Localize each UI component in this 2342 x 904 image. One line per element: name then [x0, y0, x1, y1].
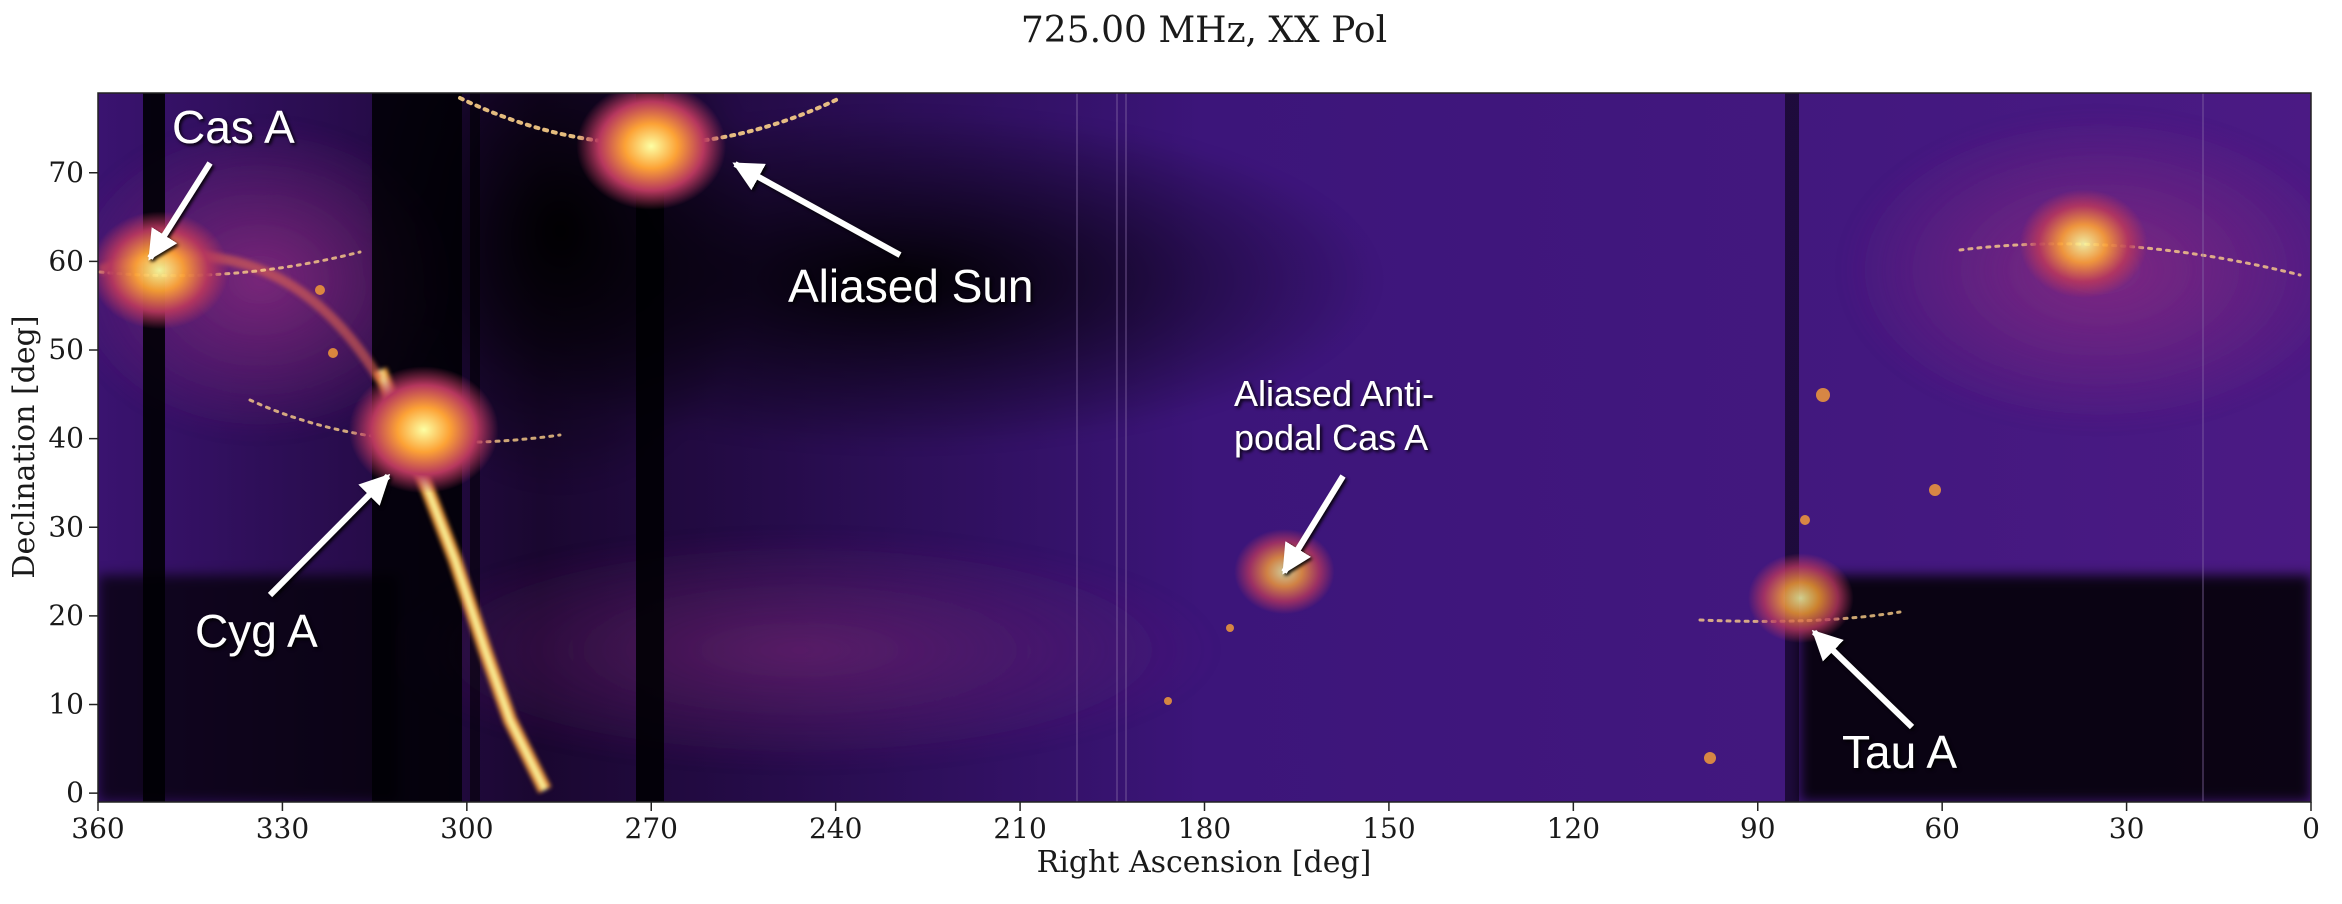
bright-source	[348, 366, 499, 494]
x-tick-label: 60	[1924, 812, 1960, 845]
dark-band-right	[1800, 575, 2311, 802]
chart-title: 725.00 MHz, XX Pol	[1021, 10, 1387, 51]
bright-source	[98, 211, 229, 330]
x-tick-label: 180	[1178, 812, 1231, 845]
cyg-a-label: Cyg A	[195, 605, 318, 657]
y-tick-label: 40	[48, 422, 84, 455]
tau-a-label: Tau A	[1842, 726, 1957, 778]
aliased-sun-arrow	[732, 161, 902, 258]
x-tick-label: 300	[440, 812, 493, 845]
plot-area	[98, 93, 2311, 802]
x-tick-label: 150	[1362, 812, 1415, 845]
cyg-a-arrow	[267, 473, 391, 598]
aliased-antipodal-arrow	[1281, 474, 1346, 575]
y-tick-label: 0	[66, 776, 84, 809]
x-tick-label: 210	[993, 812, 1046, 845]
faint-lines	[1076, 93, 2204, 802]
x-tick-label: 360	[71, 812, 124, 845]
cas-a-arrow	[147, 161, 213, 261]
bright-source	[2019, 189, 2148, 299]
y-axis-label: Declination [deg]	[7, 315, 42, 578]
x-tick-label: 330	[256, 812, 309, 845]
x-tick-label: 120	[1547, 812, 1600, 845]
bright-source	[576, 93, 727, 210]
x-axis-label: Right Ascension [deg]	[1037, 845, 1372, 880]
y-tick-label: 30	[48, 510, 84, 543]
x-tick-label: 240	[809, 812, 862, 845]
plane-glow	[380, 530, 1220, 770]
aliased-antipodal-label-2: podal Cas A	[1234, 417, 1428, 458]
bright-source	[1747, 553, 1854, 644]
glints	[315, 285, 1941, 764]
cas-a-label: Cas A	[172, 101, 295, 153]
x-tick-label: 90	[1740, 812, 1776, 845]
y-axis: 0 10 20 30 40 50 60 70	[48, 156, 98, 809]
x-tick-label: 30	[2109, 812, 2145, 845]
tau-a-arrow	[1811, 629, 1915, 730]
x-axis: 360 330 300 270 240 210 180 150 120 90 60 30 0	[71, 802, 2320, 845]
y-tick-label: 70	[48, 156, 84, 189]
y-tick-label: 50	[48, 333, 84, 366]
y-tick-label: 60	[48, 244, 84, 277]
x-tick-label: 270	[625, 812, 678, 845]
aliased-antipodal-label-1: Aliased Anti-	[1234, 373, 1434, 414]
annotations: Cas A Cyg A Aliased Sun Aliased Anti- po…	[147, 101, 1957, 778]
y-tick-label: 10	[48, 688, 84, 721]
aliased-sun-label: Aliased Sun	[788, 260, 1034, 312]
y-tick-label: 20	[48, 599, 84, 632]
x-tick-label: 0	[2302, 812, 2320, 845]
